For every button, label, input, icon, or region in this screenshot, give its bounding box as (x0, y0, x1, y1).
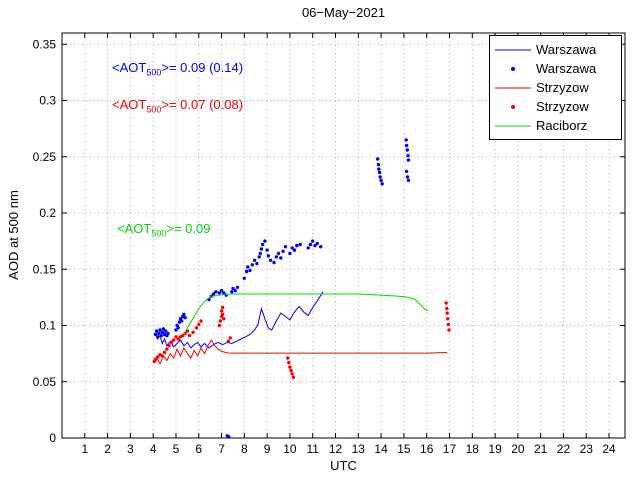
annotation-subscript: 500 (151, 228, 167, 239)
annotation-prefix: <AOT (117, 221, 152, 236)
x-axis-label: UTC (330, 458, 357, 473)
legend-line-sample-icon (495, 125, 531, 126)
svg-text:10: 10 (283, 442, 297, 456)
svg-text:22: 22 (557, 442, 571, 456)
legend-line-sample-icon (495, 49, 531, 50)
svg-text:11: 11 (306, 442, 319, 456)
legend-item-raciborz-line: Raciborz (490, 116, 621, 135)
svg-text:0.35: 0.35 (33, 37, 57, 51)
aot-annotation-strzyzow: <AOT500>= 0.07 (0.08) (112, 97, 243, 115)
annotation-value: >= 0.09 (166, 221, 211, 236)
annotation-subscript: 500 (146, 104, 162, 115)
svg-text:5: 5 (173, 442, 180, 456)
svg-text:13: 13 (352, 442, 366, 456)
annotation-prefix: <AOT (112, 60, 147, 75)
svg-text:24: 24 (602, 442, 616, 456)
legend-item-strzyzow-dots: Strzyzow (490, 97, 621, 116)
legend-label: Warszawa (536, 60, 597, 76)
legend-dot-sample-icon (511, 66, 515, 71)
svg-text:7: 7 (218, 442, 225, 456)
legend-label: Raciborz (536, 117, 588, 133)
annotation-subscript: 500 (146, 67, 162, 78)
annotation-prefix: <AOT (112, 97, 147, 112)
svg-text:9: 9 (264, 442, 271, 456)
legend-item-warszawa-dots: Warszawa (490, 59, 621, 78)
legend-label: Warszawa (536, 41, 597, 57)
legend: Warszawa Warszawa Strzyzow Strzyzow Raciborz (489, 35, 622, 140)
svg-text:12: 12 (329, 442, 343, 456)
svg-text:0.3: 0.3 (39, 94, 56, 108)
svg-text:0: 0 (49, 431, 56, 445)
legend-item-strzyzow-line: Strzyzow (490, 78, 621, 97)
svg-text:17: 17 (443, 442, 457, 456)
svg-text:23: 23 (580, 442, 594, 456)
svg-text:21: 21 (534, 442, 548, 456)
svg-text:8: 8 (241, 442, 248, 456)
chart-title: 06−May−2021 (301, 5, 386, 20)
svg-text:4: 4 (150, 442, 157, 456)
legend-item-warszawa-line: Warszawa (490, 40, 621, 59)
aot-annotation-warszawa: <AOT500>= 0.09 (0.14) (112, 60, 243, 78)
svg-text:6: 6 (195, 442, 202, 456)
legend-line-sample-icon (495, 87, 531, 88)
legend-dot-sample-icon (511, 104, 515, 109)
svg-text:19: 19 (488, 442, 502, 456)
aot-annotation-raciborz: <AOT500>= 0.09 (117, 221, 210, 239)
svg-text:20: 20 (511, 442, 525, 456)
y-axis-label: AOD at 500 nm (6, 190, 21, 280)
svg-text:0.1: 0.1 (39, 319, 56, 333)
svg-text:1: 1 (81, 442, 88, 456)
annotation-value: >= 0.07 (0.08) (161, 97, 244, 112)
annotation-value: >= 0.09 (0.14) (161, 60, 244, 75)
svg-text:18: 18 (466, 442, 480, 456)
svg-text:0.2: 0.2 (39, 206, 56, 220)
svg-text:16: 16 (420, 442, 434, 456)
svg-text:0.05: 0.05 (33, 375, 57, 389)
svg-text:15: 15 (397, 442, 411, 456)
svg-text:14: 14 (374, 442, 388, 456)
svg-text:0.25: 0.25 (33, 150, 57, 164)
legend-label: Strzyzow (536, 98, 589, 114)
legend-label: Strzyzow (536, 79, 589, 95)
svg-text:3: 3 (127, 442, 134, 456)
svg-text:0.15: 0.15 (33, 262, 57, 276)
svg-text:2: 2 (104, 442, 111, 456)
